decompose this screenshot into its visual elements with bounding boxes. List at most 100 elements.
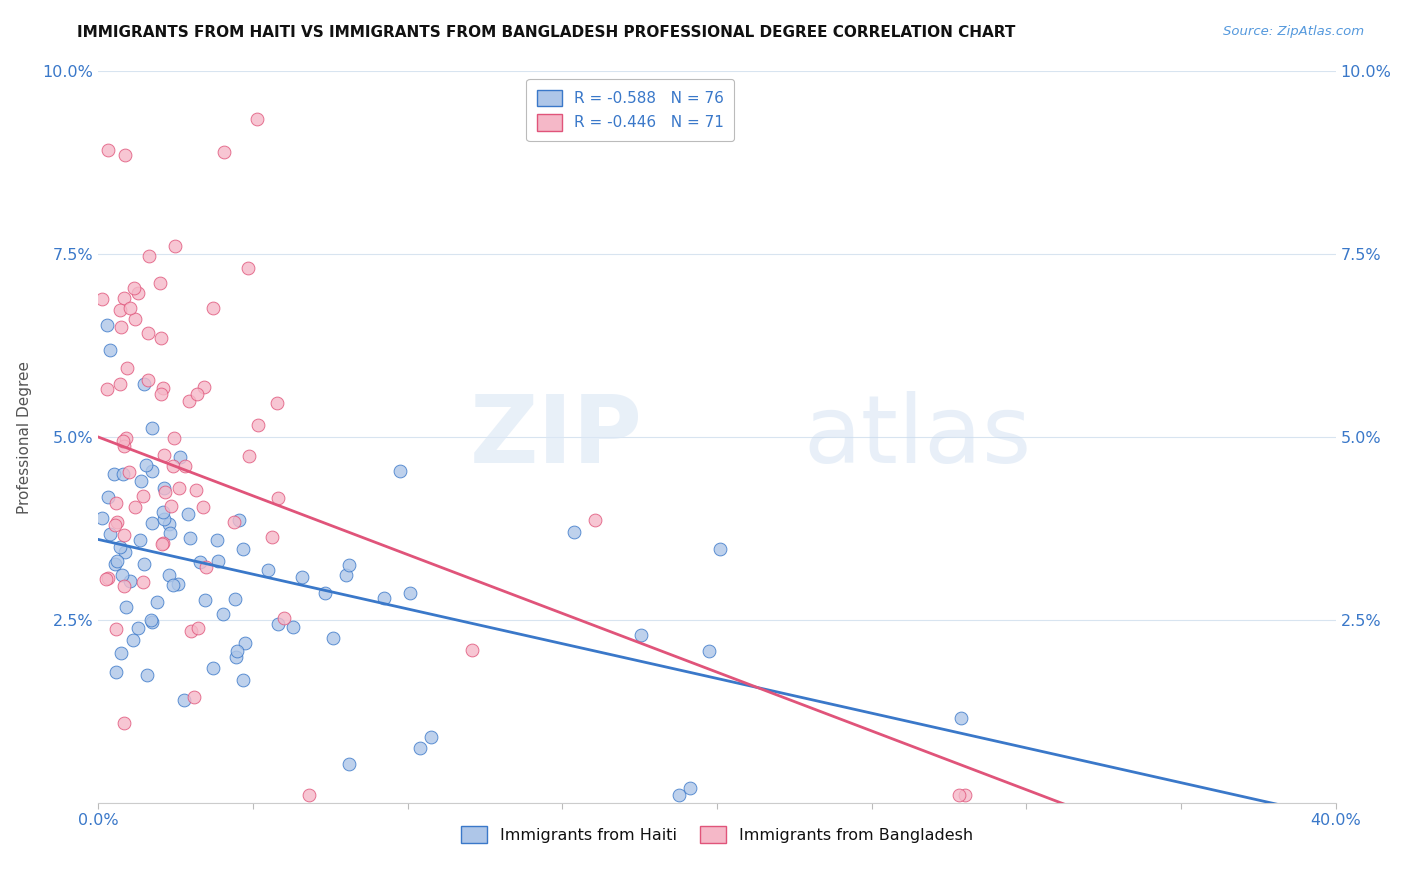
- Point: [141, 615, 163, 630]
- Point: [105, 554, 128, 568]
- Point: [132, 557, 155, 571]
- Text: Source: ZipAtlas.com: Source: ZipAtlas.com: [1223, 25, 1364, 38]
- Point: [108, 303, 131, 318]
- Point: [679, 781, 702, 796]
- Point: [180, 624, 202, 639]
- Point: [149, 276, 172, 290]
- Point: [112, 528, 135, 542]
- Point: [98, 343, 121, 357]
- Point: [281, 620, 304, 634]
- Point: [162, 458, 184, 473]
- Point: [152, 381, 174, 395]
- Point: [222, 515, 245, 529]
- Point: [228, 513, 250, 527]
- Point: [90, 292, 112, 306]
- Point: [105, 622, 128, 636]
- Point: [112, 467, 135, 481]
- Point: [97, 143, 120, 157]
- Point: [212, 607, 235, 621]
- Point: [97, 570, 120, 584]
- Text: IMMIGRANTS FROM HAITI VS IMMIGRANTS FROM BANGLADESH PROFESSIONAL DEGREE CORRELAT: IMMIGRANTS FROM HAITI VS IMMIGRANTS FROM…: [77, 25, 1015, 40]
- Point: [94, 573, 117, 587]
- Point: [112, 291, 135, 305]
- Point: [238, 450, 260, 464]
- Point: [337, 558, 360, 573]
- Point: [202, 661, 225, 675]
- Point: [136, 667, 159, 681]
- Point: [107, 515, 129, 529]
- Point: [246, 112, 269, 127]
- Point: [152, 481, 174, 495]
- Point: [461, 643, 484, 657]
- Point: [150, 537, 173, 551]
- Point: [177, 394, 200, 409]
- Point: [194, 559, 217, 574]
- Point: [236, 260, 259, 275]
- Point: [163, 239, 186, 253]
- Point: [136, 373, 159, 387]
- Point: [127, 621, 149, 635]
- Point: [124, 500, 146, 515]
- Point: [105, 495, 128, 509]
- Point: [668, 789, 690, 803]
- Point: [337, 757, 360, 772]
- Point: [201, 301, 224, 315]
- Point: [953, 789, 976, 803]
- Point: [298, 789, 321, 803]
- Point: [111, 567, 134, 582]
- Point: [314, 586, 336, 600]
- Point: [266, 616, 288, 631]
- Point: [141, 464, 163, 478]
- Point: [131, 474, 153, 488]
- Point: [697, 643, 720, 657]
- Point: [91, 511, 114, 525]
- Point: [273, 611, 295, 625]
- Point: [260, 530, 283, 544]
- Point: [266, 395, 288, 409]
- Point: [163, 431, 186, 445]
- Point: [373, 591, 395, 605]
- Point: [232, 673, 254, 688]
- Point: [205, 533, 228, 547]
- Point: [157, 567, 180, 582]
- Point: [98, 526, 121, 541]
- Point: [104, 557, 127, 571]
- Point: [162, 577, 184, 591]
- Point: [153, 448, 176, 462]
- Point: [409, 740, 432, 755]
- Point: [120, 301, 142, 315]
- Point: [247, 417, 270, 432]
- Point: [141, 516, 163, 530]
- Point: [183, 690, 205, 704]
- Point: [108, 540, 131, 554]
- Point: [114, 148, 136, 162]
- Point: [139, 613, 162, 627]
- Point: [111, 434, 134, 448]
- Point: [187, 621, 209, 635]
- Point: [291, 570, 314, 584]
- Point: [114, 545, 136, 559]
- Y-axis label: Professional Degree: Professional Degree: [17, 360, 31, 514]
- Point: [150, 331, 173, 345]
- Point: [104, 517, 127, 532]
- Point: [152, 505, 174, 519]
- Point: [96, 382, 118, 396]
- Point: [232, 542, 254, 557]
- Point: [166, 576, 188, 591]
- Point: [159, 525, 181, 540]
- Point: [419, 730, 441, 744]
- Point: [948, 789, 970, 803]
- Point: [193, 380, 215, 394]
- Point: [127, 285, 149, 300]
- Point: [224, 591, 246, 606]
- Point: [149, 387, 172, 401]
- Point: [110, 646, 132, 660]
- Point: [153, 512, 176, 526]
- Point: [138, 249, 160, 263]
- Point: [152, 536, 174, 550]
- Point: [104, 665, 127, 679]
- Point: [186, 386, 208, 401]
- Point: [191, 500, 214, 515]
- Point: [225, 650, 247, 665]
- Point: [226, 644, 249, 658]
